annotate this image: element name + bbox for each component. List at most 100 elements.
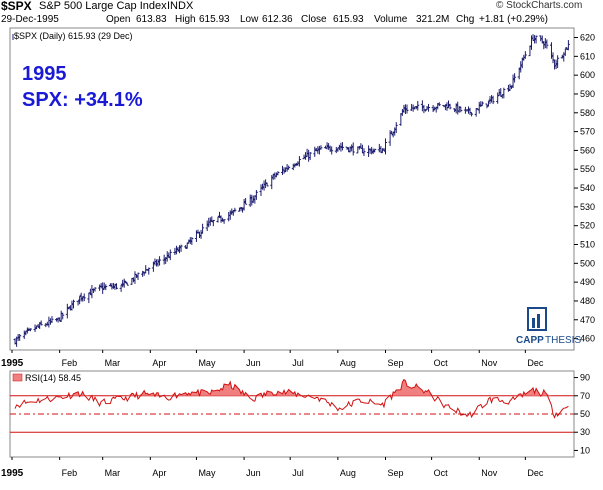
x-month-label: Apr xyxy=(152,468,166,478)
x-month-label: Apr xyxy=(152,358,166,368)
x-month-label: Aug xyxy=(340,468,356,478)
price-bar xyxy=(330,146,334,155)
rsi-y-tick-label: 30 xyxy=(580,427,590,437)
price-y-axis: 460 470 480 490 500 510 520 530 540 550 560 570 580 5… xyxy=(574,33,595,344)
price-bar xyxy=(50,316,54,324)
x-year-label: 1995 xyxy=(1,468,24,479)
price-bar xyxy=(427,103,431,112)
close-value: 615.93 xyxy=(333,14,364,25)
x-month-label: Dec xyxy=(527,358,544,368)
price-bar xyxy=(28,328,32,332)
price-bar xyxy=(523,51,527,59)
price-bar xyxy=(383,138,387,155)
price-y-tick-label: 570 xyxy=(580,127,595,137)
x-month-label: Jul xyxy=(292,468,304,478)
price-bar xyxy=(556,55,560,69)
x-month-label: Feb xyxy=(62,358,78,368)
price-bar xyxy=(125,282,129,286)
price-bar xyxy=(168,249,172,261)
logo-text-thesis: THESIS xyxy=(545,335,581,346)
price-bar xyxy=(405,104,409,114)
price-bar xyxy=(373,148,377,153)
price-bar xyxy=(239,206,243,212)
rsi-line xyxy=(14,378,569,419)
price-bar xyxy=(448,103,452,110)
price-bar xyxy=(566,40,570,51)
price-bar xyxy=(265,182,269,187)
price-bar xyxy=(39,320,43,326)
price-bar xyxy=(61,312,65,320)
price-bar xyxy=(136,272,140,280)
rsi-y-tick-label: 90 xyxy=(580,373,590,383)
price-bar xyxy=(340,142,344,151)
price-bar xyxy=(115,283,119,290)
price-bar xyxy=(82,293,86,302)
rsi-y-axis: 10 30 50 70 90 xyxy=(574,373,590,455)
price-y-tick-label: 490 xyxy=(580,277,595,287)
rsi-reference-lines xyxy=(10,395,574,433)
price-bar xyxy=(104,284,108,291)
x-month-label: Feb xyxy=(62,468,78,478)
price-y-tick-label: 560 xyxy=(580,145,595,155)
price-y-tick-label: 460 xyxy=(580,334,595,344)
price-bar xyxy=(416,100,420,111)
price-bar xyxy=(147,267,151,275)
header-row-2: 29-Dec-1995 Open 613.83 High 615.93 Low … xyxy=(0,14,603,26)
high-value: 615.93 xyxy=(199,14,230,25)
price-bar xyxy=(480,101,484,107)
price-bar xyxy=(437,102,441,107)
rsi-y-tick-label: 70 xyxy=(580,391,590,401)
logo-bar-icon xyxy=(532,318,535,328)
close-label: Close xyxy=(301,14,327,25)
x-month-label: Nov xyxy=(481,358,498,368)
open-label: Open xyxy=(106,14,131,25)
watermark: © StockCharts.com xyxy=(496,0,583,11)
rsi-y-tick-label: 50 xyxy=(580,409,590,419)
x-month-label: May xyxy=(198,358,216,368)
price-bar xyxy=(319,145,323,150)
price-bar xyxy=(179,244,183,252)
rsi-legend: RSI(14) 58.45 xyxy=(25,373,81,383)
quote-date: 29-Dec-1995 xyxy=(1,14,59,25)
low-label: Low xyxy=(240,14,259,25)
price-panel-frame xyxy=(9,27,575,351)
x-month-label: Oct xyxy=(434,358,449,368)
price-bar xyxy=(211,219,215,227)
price-bar xyxy=(71,299,75,309)
x-month-label: Sep xyxy=(387,358,403,368)
volume-label: Volume xyxy=(374,14,408,25)
price-bar xyxy=(124,280,128,284)
price-y-tick-label: 540 xyxy=(580,183,595,193)
x-month-label: Sep xyxy=(387,468,403,478)
capp-thesis-logo: CAPP THESIS xyxy=(516,307,581,346)
x-month-label: Aug xyxy=(340,358,356,368)
price-bar xyxy=(65,303,69,319)
x-axis-bottom: 1995 Feb Mar Apr May Jun Jul Aug Sep Oct Nov Dec xyxy=(1,457,544,479)
price-y-tick-label: 550 xyxy=(580,164,595,174)
price-bar xyxy=(534,35,538,44)
annotation-year: 1995 xyxy=(22,63,67,85)
price-bar xyxy=(244,197,248,205)
logo-text-capp: CAPP xyxy=(516,335,544,346)
price-bar xyxy=(276,171,280,176)
price-legend: $SPX (Daily) 615.93 (29 Dec) xyxy=(14,31,133,41)
symbol: $SPX xyxy=(1,0,32,13)
price-bar xyxy=(545,39,549,49)
rsi-legend-icon xyxy=(12,373,23,382)
price-bar xyxy=(459,106,463,113)
price-bar xyxy=(190,237,194,245)
price-bar xyxy=(470,111,474,117)
price-bar xyxy=(394,122,398,134)
logo-box-icon xyxy=(527,307,547,331)
high-label: High xyxy=(175,14,196,25)
price-y-tick-label: 610 xyxy=(580,51,595,61)
low-value: 612.36 xyxy=(262,14,293,25)
price-bar xyxy=(502,87,506,99)
price-bar xyxy=(351,142,355,156)
chg-value: +1.81 (+0.29%) xyxy=(479,14,548,25)
price-y-tick-label: 480 xyxy=(580,296,595,306)
x-month-label: Jun xyxy=(246,468,261,478)
x-month-label: Jul xyxy=(292,358,304,368)
price-bar xyxy=(491,95,495,105)
open-value: 613.83 xyxy=(136,14,167,25)
